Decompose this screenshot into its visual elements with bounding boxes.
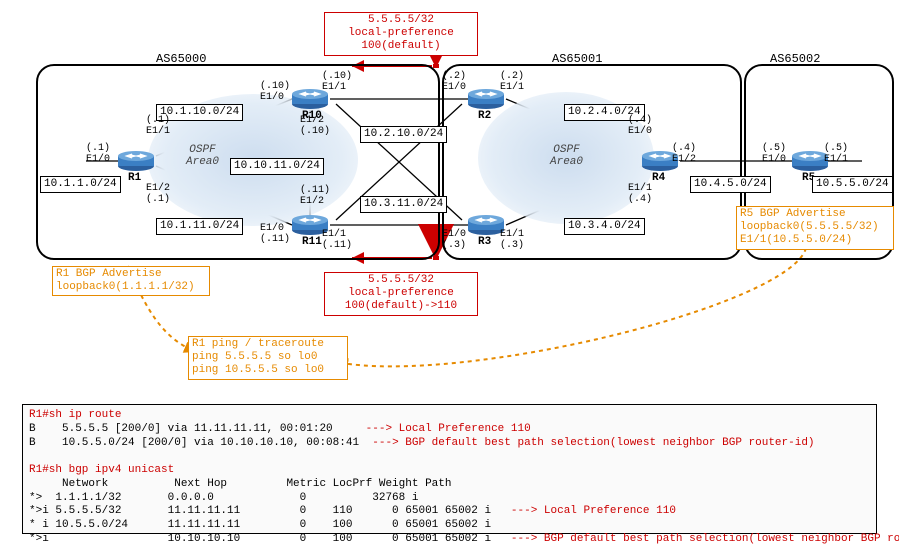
interface-label: E1/1(.3): [500, 230, 524, 251]
interface-label: E1/1(.4): [628, 184, 652, 205]
interface-label: (.5)E1/0: [762, 144, 786, 165]
interface-label: (.10)E1/1: [322, 72, 352, 93]
as-label: AS65002: [770, 52, 820, 66]
interface-label: E1/2(.1): [146, 184, 170, 205]
subnet-label: 10.10.11.0/24: [230, 158, 324, 175]
interface-label: E1/2(.10): [300, 116, 330, 137]
as-label: AS65000: [156, 52, 206, 66]
router-label: R11: [302, 236, 322, 248]
subnet-label: 10.5.5.0/24: [812, 176, 893, 193]
router-label: R1: [128, 172, 141, 184]
interface-label: (.1)E1/0: [86, 144, 110, 165]
interface-label: E1/0(.11): [260, 224, 290, 245]
cli-output: R1#sh ip route B 5.5.5.5 [200/0] via 11.…: [22, 404, 877, 534]
subnet-label: 10.2.10.0/24: [360, 126, 447, 143]
subnet-label: 10.1.1.0/24: [40, 176, 121, 193]
interface-label: (.4)E1/0: [628, 116, 652, 137]
router-label: R4: [652, 172, 665, 184]
interface-label: (.10)E1/0: [260, 82, 290, 103]
as-label: AS65001: [552, 52, 602, 66]
ospf-label: OSPFArea0: [186, 144, 219, 168]
interface-label: (.11)E1/2: [300, 186, 330, 207]
subnet-label: 10.3.11.0/24: [360, 196, 447, 213]
interface-label: (.2)E1/1: [500, 72, 524, 93]
ospf-label: OSPFArea0: [550, 144, 583, 168]
router-icon: [116, 150, 156, 172]
subnet-label: 10.4.5.0/24: [690, 176, 771, 193]
router-label: R3: [478, 236, 491, 248]
subnet-label: 10.3.4.0/24: [564, 218, 645, 235]
interface-label: E1/0(.3): [442, 230, 466, 251]
interface-label: (.5)E1/1: [824, 144, 848, 165]
interface-label: (.2)E1/0: [442, 72, 466, 93]
interface-label: (.4)E1/2: [672, 144, 696, 165]
interface-label: E1/1(.11): [322, 230, 352, 251]
subnet-label: 10.1.11.0/24: [156, 218, 243, 235]
interface-label: (.1)E1/1: [146, 116, 170, 137]
router-label: R2: [478, 110, 491, 122]
